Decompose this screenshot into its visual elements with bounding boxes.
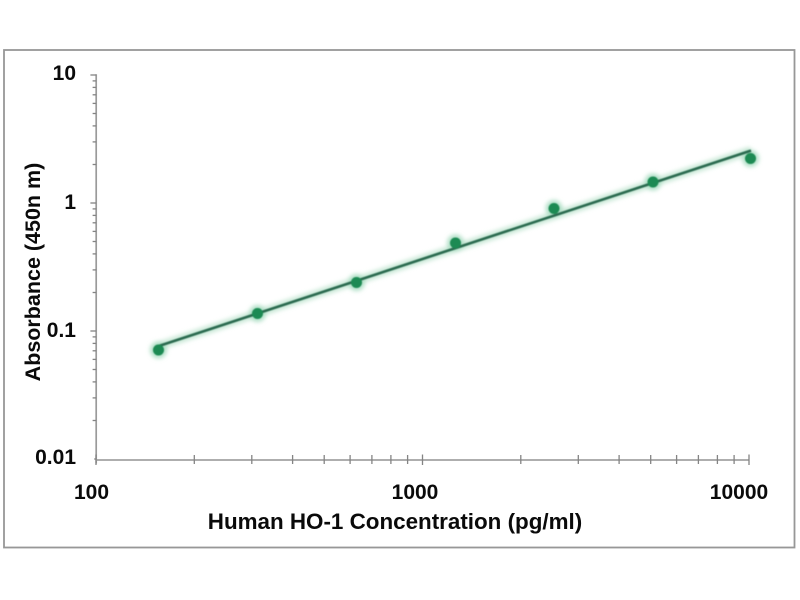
svg-text:1: 1 <box>64 191 76 214</box>
svg-text:10: 10 <box>53 62 76 85</box>
svg-text:1000: 1000 <box>392 481 439 504</box>
svg-text:0.01: 0.01 <box>35 446 76 469</box>
svg-text:10000: 10000 <box>710 481 768 504</box>
svg-text:0.1: 0.1 <box>47 319 77 342</box>
svg-text:Absorbance (450n m): Absorbance (450n m) <box>21 163 45 382</box>
svg-text:Human HO-1 Concentration (pg/: Human HO-1 Concentration (pg/ml) <box>208 509 582 534</box>
svg-text:100: 100 <box>74 481 109 504</box>
